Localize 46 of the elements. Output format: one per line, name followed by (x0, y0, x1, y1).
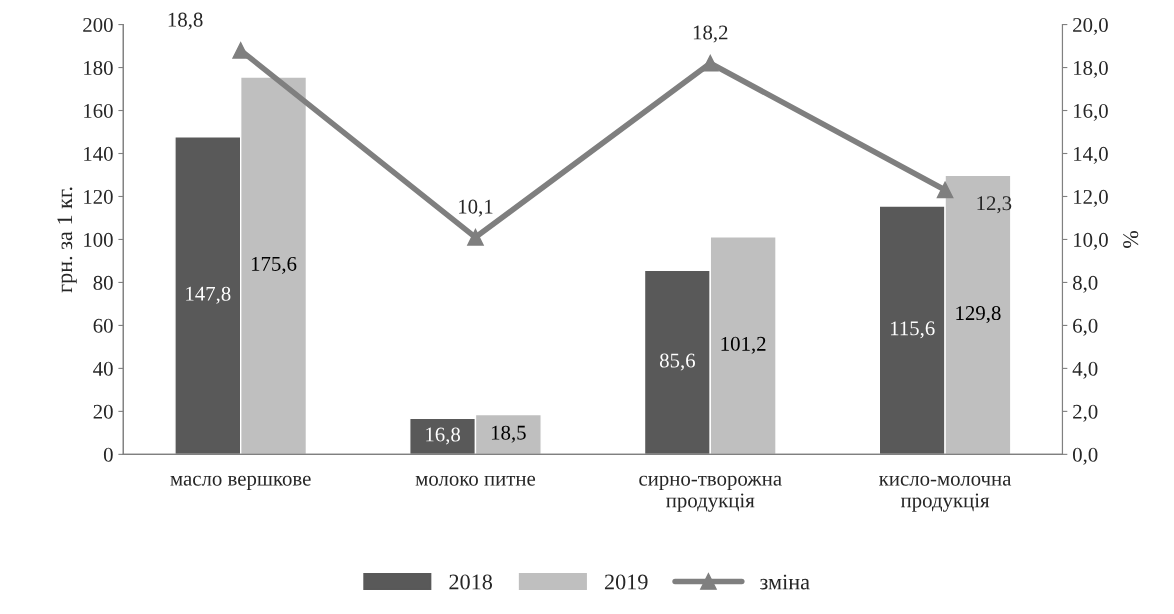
y2-tick-label: 2,0 (1073, 404, 1098, 422)
legend-label: 2018 (449, 574, 493, 590)
y2-tick-label: 0,0 (1072, 447, 1098, 465)
data-label: 18,8 (168, 12, 203, 30)
y2-tick-label: 14,0 (1074, 146, 1108, 164)
data-label: 85,6 (659, 353, 696, 371)
data-label: 12,3 (977, 196, 1012, 214)
data-label: 115,6 (890, 321, 935, 339)
y-tick-label: 200 (83, 17, 113, 32)
point (701, 54, 719, 72)
data-label: 10,1 (459, 199, 493, 217)
y-tick-label: 100 (84, 232, 113, 247)
y-tick-label: 120 (84, 189, 113, 204)
x-tick-label: кисло-молочна продукція (879, 475, 1012, 512)
y2-tick-label: 10,0 (1074, 232, 1108, 250)
legend-label: 2019 (604, 574, 648, 590)
y2-tick-label: 4,0 (1072, 361, 1098, 379)
data-label: 147,8 (186, 286, 231, 304)
x-tick-label: молоко питне (415, 475, 536, 486)
y2-tick-label: 20,0 (1073, 17, 1108, 35)
y-tick-label: 20 (93, 404, 113, 419)
y-tick-label: 80 (93, 275, 113, 290)
y-tick-label: 180 (84, 60, 113, 75)
y2-tick-label: 8,0 (1072, 275, 1098, 293)
y2-axis-title: % (1123, 230, 1139, 248)
data-label: 175,6 (251, 256, 297, 274)
y2-tick-label: 16,0 (1074, 103, 1108, 121)
y2-tick-label: 12,0 (1074, 189, 1108, 207)
point (467, 228, 484, 246)
y-axis-title: грн. за 1 кг. (57, 187, 77, 293)
data-label: 101,2 (721, 336, 766, 354)
data-label: 18,5 (491, 425, 526, 443)
legend-label: зміна (760, 574, 810, 590)
data-label: 18,2 (693, 25, 728, 43)
y2-tick-label: 6,0 (1073, 318, 1098, 336)
data-label: 16,8 (426, 427, 461, 445)
y-tick-label: 160 (84, 103, 113, 118)
y-tick-label: 140 (84, 146, 113, 161)
point (936, 181, 954, 199)
data-label: 129,8 (956, 306, 1001, 324)
x-tick-label: масло вершкове (170, 475, 311, 490)
y-tick-label: 0 (103, 447, 113, 462)
y-tick-label: 40 (93, 361, 113, 376)
y2-tick-label: 18,0 (1074, 60, 1108, 78)
y-tick-label: 60 (93, 318, 113, 333)
x-tick-label: сирно-творожна продукція (639, 475, 782, 512)
